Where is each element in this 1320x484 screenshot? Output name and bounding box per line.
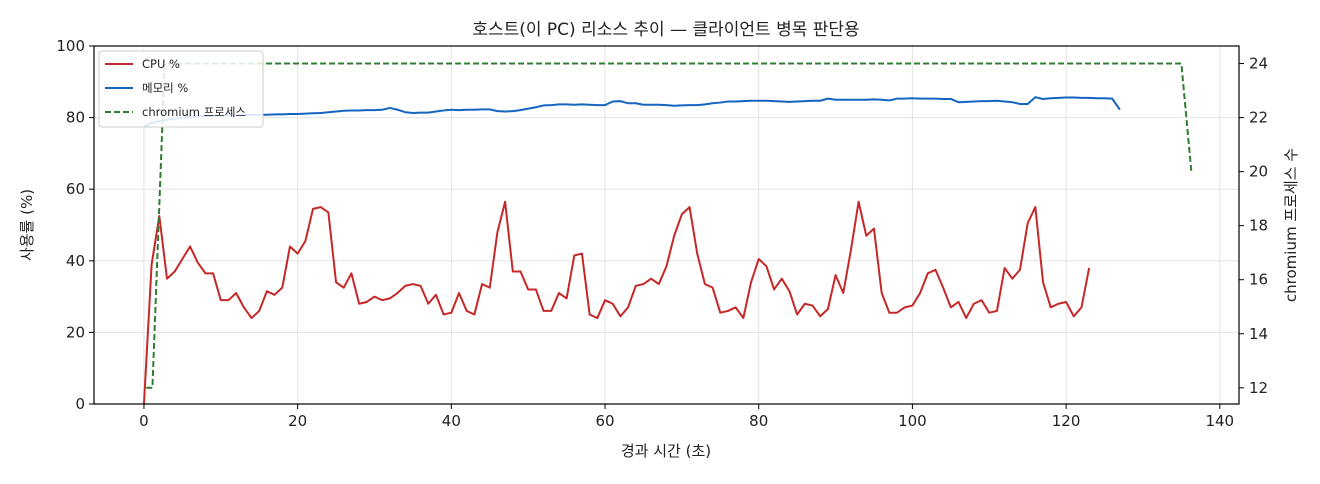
- y-tick-label: 0: [75, 395, 85, 413]
- y2-tick-label: 12: [1249, 379, 1268, 397]
- x-tick-label: 0: [139, 412, 149, 430]
- plot-frame: [93, 45, 1240, 405]
- y2-tick-label: 20: [1249, 163, 1268, 181]
- x-tick-label: 120: [1052, 412, 1081, 430]
- x-tick-label: 20: [288, 412, 307, 430]
- legend-box: [98, 50, 264, 128]
- y-tick-label: 40: [66, 252, 85, 270]
- y2-tick-label: 24: [1249, 55, 1268, 73]
- legend: CPU % 메모리 % chromium 프로세스: [98, 50, 264, 128]
- y2-tick-label: 16: [1249, 271, 1268, 289]
- y-axis-title: 사용률 (%): [18, 189, 36, 261]
- legend-label-chromium: chromium 프로세스: [142, 105, 246, 119]
- y-tick-label: 100: [56, 37, 85, 55]
- series-layer: [142, 62, 1193, 405]
- memory-series-line: [143, 96, 1121, 128]
- y2-tick-label: 14: [1249, 325, 1268, 343]
- ticks: 0 20 40 60 80 100 120 140 0 20 40 60 80 100 12 14 16 18 20…: [56, 37, 1268, 430]
- x-axis-title: 경과 시간 (초): [621, 442, 711, 460]
- cpu-series-line: [142, 200, 1091, 405]
- y2-tick-label: 18: [1249, 217, 1268, 235]
- y-tick-label: 60: [66, 180, 85, 198]
- x-tick-label: 100: [898, 412, 927, 430]
- y2-tick-label: 22: [1249, 109, 1268, 127]
- x-tick-label: 140: [1205, 412, 1234, 430]
- x-tick-label: 40: [442, 412, 461, 430]
- y2-axis-title: chromium 프로세스 수: [1282, 148, 1300, 302]
- y-tick-label: 20: [66, 323, 85, 341]
- chromium-series-line: [146, 62, 1193, 389]
- legend-label-memory: 메모리 %: [142, 81, 188, 95]
- chart-title: 호스트(이 PC) 리소스 추이 — 클라이언트 병목 판단용: [472, 20, 859, 40]
- y-tick-label: 80: [66, 109, 85, 127]
- x-tick-label: 80: [749, 412, 768, 430]
- x-tick-label: 60: [595, 412, 614, 430]
- legend-label-cpu: CPU %: [142, 57, 180, 71]
